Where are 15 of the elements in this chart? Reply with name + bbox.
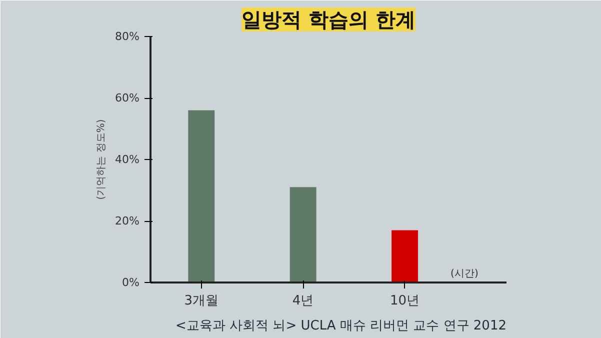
- y-tick-label: 80%: [115, 30, 140, 43]
- y-axis-title: (기억하는 정도%): [96, 119, 108, 200]
- bar: [188, 110, 215, 282]
- x-tick-label: 4년: [292, 294, 314, 308]
- y-tick-label: 20%: [115, 214, 140, 228]
- x-tick-label: 10년: [390, 294, 420, 308]
- y-tick-label: 60%: [115, 92, 140, 104]
- bar: [392, 230, 418, 282]
- y-tick-label: 40%: [115, 153, 140, 166]
- x-axis-title: (시간): [450, 268, 478, 280]
- bar: [290, 187, 316, 282]
- x-tick-label: 3개월: [184, 294, 219, 308]
- chart-title: 일방적 학습의 한계: [242, 8, 416, 32]
- y-tick-label: 0%: [122, 276, 140, 289]
- text: <교육과 사회적 뇌> UCLA 매슈 리버먼 교수 연구 2012: [176, 318, 507, 334]
